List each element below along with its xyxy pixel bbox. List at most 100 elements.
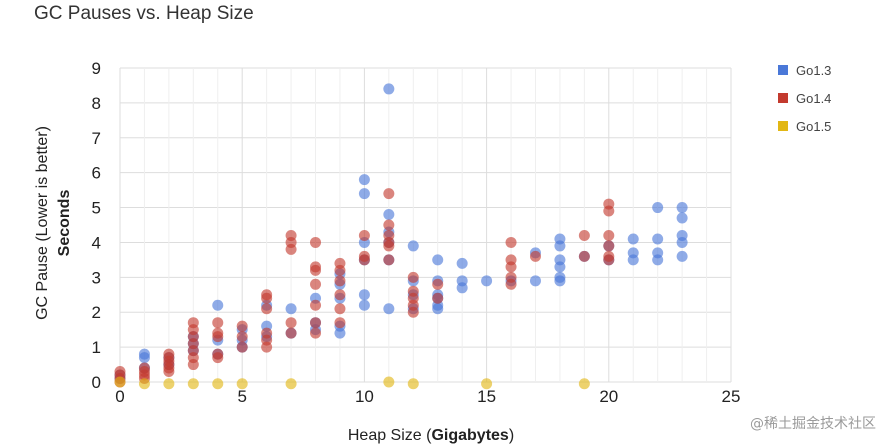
y-tick-label: 2 — [92, 303, 101, 322]
data-point — [334, 257, 346, 269]
data-point — [676, 202, 688, 214]
data-point — [652, 247, 664, 259]
data-point — [554, 271, 566, 283]
data-point — [285, 317, 297, 329]
data-point — [261, 303, 273, 315]
y-tick-label: 0 — [92, 373, 101, 392]
data-point — [212, 299, 224, 311]
data-point — [285, 303, 297, 315]
data-point — [285, 229, 297, 241]
data-point — [676, 229, 688, 241]
data-point — [187, 317, 199, 329]
y-tick-label: 8 — [92, 94, 101, 113]
data-point — [358, 229, 370, 241]
data-point — [285, 327, 297, 339]
data-point — [310, 327, 322, 339]
data-point — [432, 292, 444, 304]
data-point — [578, 378, 590, 390]
data-point — [676, 212, 688, 224]
data-point — [163, 378, 175, 390]
data-point — [407, 285, 419, 297]
data-point — [310, 278, 322, 290]
data-point — [212, 327, 224, 339]
series-go14 — [114, 188, 615, 388]
data-point — [236, 320, 248, 332]
data-point — [212, 348, 224, 360]
x-axis-ticks: 0 5 10 15 20 25 — [115, 387, 740, 406]
data-point — [285, 378, 297, 390]
x-tick-label: 20 — [599, 387, 618, 406]
data-point — [529, 250, 541, 262]
data-point — [627, 233, 639, 245]
x-tick-label: 0 — [115, 387, 124, 406]
data-point — [114, 366, 126, 378]
data-point — [456, 257, 468, 269]
series-go15 — [114, 376, 590, 390]
data-point — [310, 299, 322, 311]
chart-title: GC Pauses vs. Heap Size — [34, 3, 254, 24]
x-tick-label: 25 — [722, 387, 741, 406]
data-point — [407, 378, 419, 390]
data-point — [554, 233, 566, 245]
y-tick-label: 9 — [92, 59, 101, 78]
legend-swatch-go13 — [778, 65, 788, 75]
data-point — [187, 378, 199, 390]
data-point — [358, 299, 370, 311]
data-point — [627, 247, 639, 259]
legend: Go1.3 Go1.4 Go1.5 — [778, 63, 831, 134]
legend-label-go15: Go1.5 — [796, 119, 831, 134]
data-point — [578, 229, 590, 241]
data-point — [481, 378, 493, 390]
x-tick-label: 10 — [355, 387, 374, 406]
y-axis-ticks: 0 1 2 3 4 5 6 7 8 9 — [92, 59, 101, 392]
data-point — [383, 209, 395, 221]
data-point — [554, 254, 566, 266]
data-point — [456, 275, 468, 287]
y-tick-label: 7 — [92, 129, 101, 148]
data-point — [310, 261, 322, 273]
data-point — [138, 362, 150, 374]
data-point — [114, 376, 126, 388]
x-tick-label: 5 — [237, 387, 246, 406]
data-point — [603, 250, 615, 262]
legend-swatch-go15 — [778, 121, 788, 131]
data-point — [383, 303, 395, 315]
data-point — [383, 219, 395, 231]
data-point — [236, 378, 248, 390]
data-point — [383, 188, 395, 200]
data-point — [358, 188, 370, 200]
y-tick-label: 4 — [92, 233, 101, 252]
grid — [119, 67, 732, 383]
y-axis-label: GC Pause (Lower is better) — [34, 126, 51, 320]
data-point — [138, 378, 150, 390]
data-point — [358, 174, 370, 186]
data-point — [432, 254, 444, 266]
data-point — [383, 229, 395, 241]
y-tick-label: 6 — [92, 164, 101, 183]
data-point — [261, 327, 273, 339]
data-point — [212, 378, 224, 390]
data-point — [529, 275, 541, 287]
watermark: @稀土掘金技术社区 — [750, 416, 876, 432]
y-tick-label: 5 — [92, 199, 101, 218]
data-point — [236, 341, 248, 353]
data-point — [383, 83, 395, 95]
data-point — [383, 376, 395, 388]
data-point — [407, 271, 419, 283]
data-point — [383, 254, 395, 266]
data-point — [261, 289, 273, 301]
y-axis-unit: Seconds — [56, 190, 73, 257]
series-go13 — [114, 83, 688, 385]
data-point — [432, 278, 444, 290]
data-point — [676, 250, 688, 262]
data-point — [334, 317, 346, 329]
data-point — [505, 236, 517, 248]
data-point — [578, 250, 590, 262]
data-points — [114, 83, 688, 390]
legend-label-go13: Go1.3 — [796, 63, 831, 78]
legend-swatch-go14 — [778, 93, 788, 103]
x-tick-label: 15 — [477, 387, 496, 406]
data-point — [358, 250, 370, 262]
data-point — [334, 303, 346, 315]
